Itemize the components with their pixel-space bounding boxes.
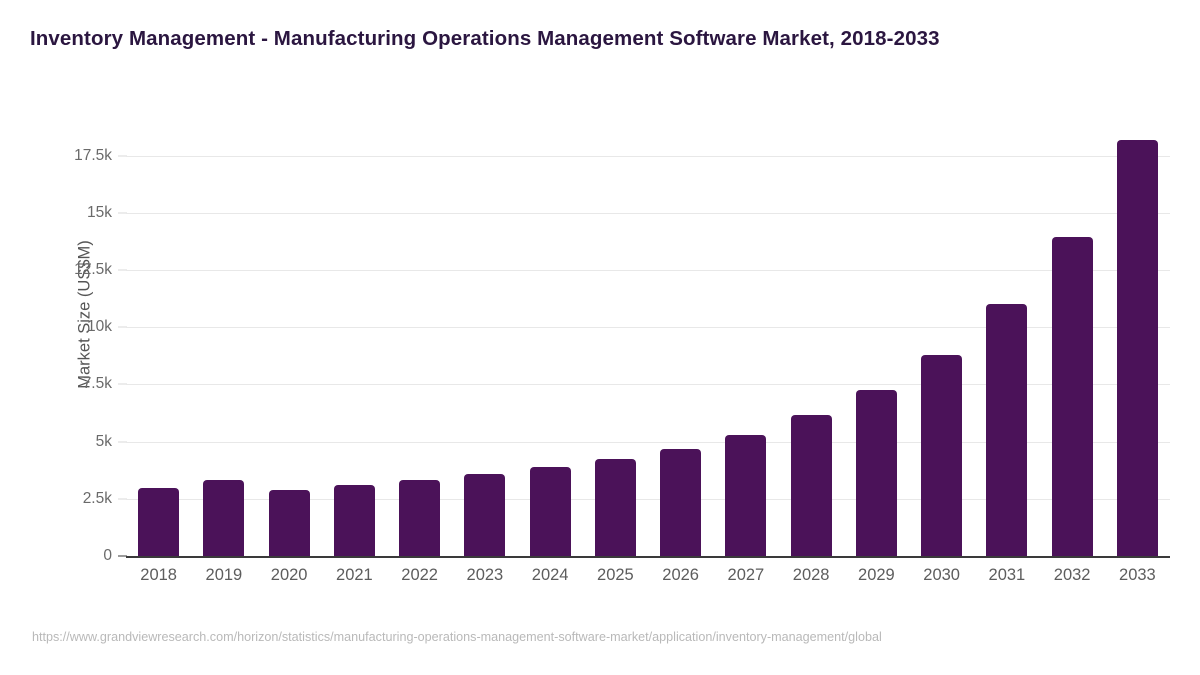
x-tick-label-2031: 2031 <box>988 566 1026 584</box>
x-tick-label-2028: 2028 <box>792 566 830 584</box>
x-tick-label-2030: 2030 <box>923 566 960 584</box>
gridline <box>126 270 1170 272</box>
y-tick-mark <box>118 326 127 328</box>
x-tick-label-2020: 2020 <box>270 566 308 584</box>
bar-2023[interactable] <box>464 473 506 556</box>
bar-2022[interactable] <box>399 480 441 556</box>
x-tick-label-2023: 2023 <box>466 566 504 584</box>
bar-2032[interactable] <box>1051 236 1093 556</box>
y-tick-mark <box>118 498 127 500</box>
bar-2031[interactable] <box>986 304 1028 556</box>
y-tick-mark <box>118 155 127 157</box>
bar-2030[interactable] <box>921 354 963 556</box>
bar-2025[interactable] <box>594 458 636 556</box>
source-url[interactable]: https://www.grandviewresearch.com/horizo… <box>32 630 882 644</box>
gridline <box>126 498 1170 500</box>
bar-2020[interactable] <box>268 489 310 556</box>
bar-2029[interactable] <box>855 390 897 556</box>
y-tick-mark <box>118 441 127 443</box>
bar-2033[interactable] <box>1116 139 1158 556</box>
x-tick-label-2022: 2022 <box>401 566 438 584</box>
y-tick-label: 15k <box>87 203 112 221</box>
y-tick-label: 0 <box>103 547 112 564</box>
y-tick-mark <box>118 555 127 557</box>
x-tick-label-2024: 2024 <box>531 566 569 584</box>
gridline <box>126 327 1170 329</box>
x-tick-label-2033: 2033 <box>1119 566 1156 584</box>
y-tick-mark <box>118 212 127 214</box>
bar-2026[interactable] <box>660 448 702 556</box>
y-axis-ticks: 0 2.5k 5k 7.5k 10k 12.5k 15k 17.5k <box>30 110 127 564</box>
bar-2021[interactable] <box>333 485 375 556</box>
x-tick-label-2021: 2021 <box>336 566 373 584</box>
x-tick-label-2025: 2025 <box>597 566 634 584</box>
x-tick-label-2032: 2032 <box>1053 566 1091 584</box>
gridline <box>126 155 1170 157</box>
y-tick-label: 10k <box>87 318 112 336</box>
y-tick-label: 17.5k <box>74 146 112 164</box>
bar-2027[interactable] <box>725 434 767 556</box>
y-tick-mark <box>118 269 127 271</box>
y-tick-label: 5k <box>95 432 112 450</box>
page-title: Inventory Management - Manufacturing Ope… <box>30 27 940 50</box>
y-tick-label: 12.5k <box>74 261 112 279</box>
gridline <box>126 441 1170 443</box>
gridline <box>126 212 1170 214</box>
gridline <box>126 384 1170 386</box>
y-tick-mark <box>118 383 127 385</box>
x-tick-label-2027: 2027 <box>727 566 765 584</box>
bar-2018[interactable] <box>138 487 180 556</box>
x-tick-label-2018: 2018 <box>140 566 177 584</box>
bar-2019[interactable] <box>203 480 245 556</box>
x-tick-label-2019: 2019 <box>205 566 243 584</box>
bar-2024[interactable] <box>529 466 571 556</box>
x-tick-label-2026: 2026 <box>662 566 699 584</box>
y-tick-label: 7.5k <box>82 375 112 393</box>
x-tick-label-2029: 2029 <box>858 566 895 584</box>
plot-area <box>126 110 1170 556</box>
x-axis-labels: 2018 2019 2020 2021 2022 2023 2024 2025 2026 2027… <box>126 566 1170 592</box>
y-tick-label: 2.5k <box>82 489 112 507</box>
bar-2028[interactable] <box>790 415 832 556</box>
